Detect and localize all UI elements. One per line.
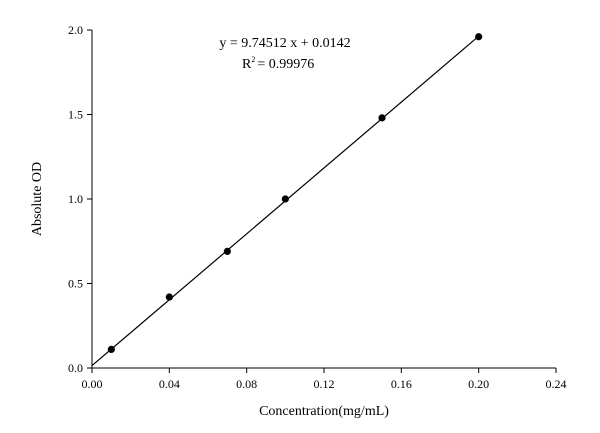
y-axis-title: Absolute OD (30, 162, 45, 236)
x-axis-title: Concentration(mg/mL) (259, 404, 389, 419)
x-ticks: 0.00 0.04 0.08 0.12 0.16 0.20 0.24 (82, 368, 567, 391)
y-tick-label: 2.0 (68, 23, 83, 37)
x-tick-label: 0.08 (236, 377, 257, 391)
y-tick-label: 0.0 (68, 361, 83, 375)
r-squared-prefix: R (242, 57, 252, 72)
x-tick-label: 0.04 (159, 377, 180, 391)
x-tick-label: 0.00 (82, 377, 103, 391)
data-point (107, 345, 115, 354)
y-tick-label: 0.5 (68, 277, 83, 291)
x-tick-label: 0.24 (546, 377, 567, 391)
r-squared-value: = 0.99976 (257, 57, 314, 72)
plot-area (91, 30, 556, 369)
data-point (475, 33, 483, 41)
data-point (281, 195, 289, 203)
data-point (165, 293, 173, 301)
regression-equation: y = 9.74512 x + 0.0142 (219, 36, 350, 51)
data-point (223, 247, 231, 255)
x-tick-label: 0.12 (314, 377, 335, 391)
y-ticks: 0.0 0.5 1.0 1.5 2.0 (68, 23, 92, 375)
data-point (378, 114, 386, 122)
x-tick-label: 0.16 (391, 377, 412, 391)
points-group (107, 33, 483, 354)
x-tick-label: 0.20 (468, 377, 489, 391)
y-tick-label: 1.0 (68, 192, 83, 206)
y-tick-label: 1.5 (68, 108, 83, 122)
r-squared-label: R2 = 0.99976 (242, 55, 314, 72)
r-squared-superscript: 2 (251, 55, 255, 64)
